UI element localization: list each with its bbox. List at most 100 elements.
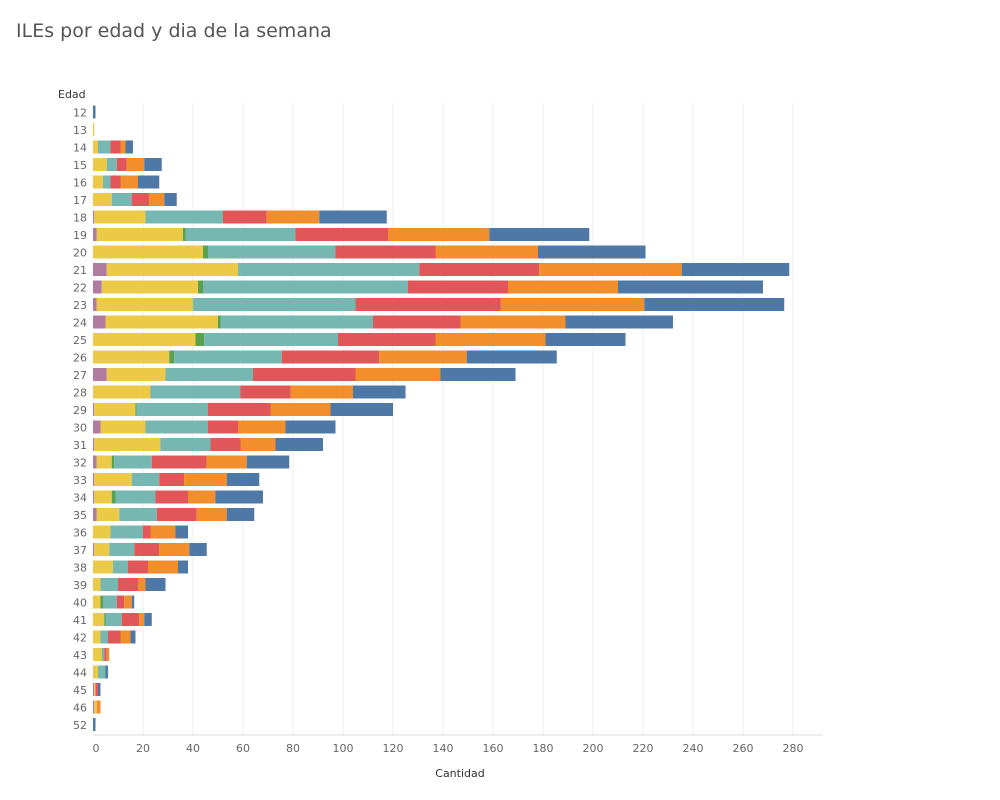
bar-segment[interactable] <box>110 525 144 539</box>
bar-segment[interactable] <box>118 578 138 591</box>
bar-segment[interactable] <box>101 648 105 661</box>
bar-segment[interactable] <box>93 490 95 504</box>
bar-segment[interactable] <box>101 280 198 294</box>
bar-segment[interactable] <box>210 438 241 451</box>
bar-segment[interactable] <box>93 333 196 346</box>
bar-segment[interactable] <box>93 648 102 661</box>
bar-segment[interactable] <box>93 665 98 679</box>
bar-segment[interactable] <box>98 683 101 696</box>
bar-segment[interactable] <box>281 350 380 364</box>
bar-segment[interactable] <box>373 315 461 329</box>
bar-segment[interactable] <box>135 403 137 416</box>
bar-segment[interactable] <box>124 595 132 609</box>
bar-segment[interactable] <box>138 578 146 591</box>
bar-segment[interactable] <box>185 228 296 241</box>
bar-segment[interactable] <box>285 420 336 434</box>
bar-segment[interactable] <box>203 280 408 294</box>
bar-segment[interactable] <box>240 385 291 399</box>
bar-segment[interactable] <box>388 228 490 241</box>
bar-segment[interactable] <box>108 630 121 644</box>
bar-segment[interactable] <box>93 298 97 311</box>
bar-segment[interactable] <box>226 473 260 486</box>
bar-segment[interactable] <box>93 280 102 294</box>
bar-segment[interactable] <box>96 298 193 311</box>
bar-segment[interactable] <box>155 490 189 504</box>
bar-segment[interactable] <box>215 490 264 504</box>
bar-segment[interactable] <box>126 158 145 171</box>
bar-segment[interactable] <box>565 315 674 329</box>
bar-segment[interactable] <box>408 280 508 294</box>
bar-segment[interactable] <box>338 333 436 346</box>
bar-segment[interactable] <box>93 595 101 609</box>
bar-segment[interactable] <box>93 350 170 364</box>
bar-segment[interactable] <box>93 455 97 469</box>
bar-segment[interactable] <box>93 630 101 644</box>
bar-segment[interactable] <box>145 420 209 434</box>
bar-segment[interactable] <box>93 613 105 626</box>
bar-segment[interactable] <box>100 595 104 609</box>
bar-segment[interactable] <box>128 560 148 574</box>
bar-segment[interactable] <box>93 123 95 136</box>
bar-segment[interactable] <box>105 613 122 626</box>
bar-segment[interactable] <box>165 368 254 381</box>
bar-segment[interactable] <box>218 315 221 329</box>
bar-segment[interactable] <box>538 245 646 259</box>
bar-segment[interactable] <box>220 315 374 329</box>
bar-segment[interactable] <box>93 175 103 189</box>
bar-segment[interactable] <box>143 525 151 539</box>
bar-segment[interactable] <box>175 525 189 539</box>
bar-segment[interactable] <box>139 613 145 626</box>
bar-segment[interactable] <box>169 350 175 364</box>
bar-segment[interactable] <box>94 403 136 416</box>
bar-segment[interactable] <box>111 193 132 206</box>
bar-segment[interactable] <box>120 175 139 189</box>
bar-segment[interactable] <box>188 490 216 504</box>
bar-segment[interactable] <box>93 140 98 154</box>
bar-segment[interactable] <box>96 455 112 469</box>
bar-segment[interactable] <box>94 683 96 696</box>
bar-segment[interactable] <box>93 193 112 206</box>
bar-segment[interactable] <box>355 298 501 311</box>
bar-segment[interactable] <box>151 455 207 469</box>
bar-segment[interactable] <box>106 263 238 276</box>
bar-segment[interactable] <box>319 210 387 224</box>
bar-segment[interactable] <box>116 158 127 171</box>
bar-segment[interactable] <box>115 490 156 504</box>
bar-segment[interactable] <box>160 438 211 451</box>
bar-segment[interactable] <box>335 245 436 259</box>
bar-segment[interactable] <box>100 578 119 591</box>
bar-segment[interactable] <box>104 648 107 661</box>
bar-segment[interactable] <box>93 508 97 521</box>
bar-segment[interactable] <box>93 560 113 574</box>
bar-segment[interactable] <box>226 508 255 521</box>
bar-segment[interactable] <box>93 718 96 731</box>
bar-segment[interactable] <box>131 473 160 486</box>
bar-segment[interactable] <box>114 455 152 469</box>
bar-segment[interactable] <box>145 210 224 224</box>
bar-segment[interactable] <box>246 455 290 469</box>
bar-segment[interactable] <box>208 245 336 259</box>
bar-segment[interactable] <box>106 648 110 661</box>
bar-segment[interactable] <box>355 368 441 381</box>
bar-segment[interactable] <box>150 525 176 539</box>
bar-segment[interactable] <box>330 403 394 416</box>
bar-segment[interactable] <box>131 193 150 206</box>
bar-segment[interactable] <box>110 140 121 154</box>
bar-segment[interactable] <box>204 333 338 346</box>
bar-segment[interactable] <box>96 228 183 241</box>
bar-segment[interactable] <box>93 263 107 276</box>
bar-segment[interactable] <box>238 420 286 434</box>
bar-segment[interactable] <box>106 158 117 171</box>
bar-segment[interactable] <box>111 455 115 469</box>
bar-segment[interactable] <box>466 350 557 364</box>
bar-segment[interactable] <box>105 315 219 329</box>
bar-segment[interactable] <box>98 665 106 679</box>
bar-segment[interactable] <box>93 700 95 714</box>
bar-segment[interactable] <box>159 543 190 556</box>
bar-segment[interactable] <box>121 613 140 626</box>
bar-segment[interactable] <box>93 683 95 696</box>
bar-segment[interactable] <box>103 595 117 609</box>
bar-segment[interactable] <box>104 613 106 626</box>
bar-segment[interactable] <box>270 403 331 416</box>
bar-segment[interactable] <box>183 228 186 241</box>
